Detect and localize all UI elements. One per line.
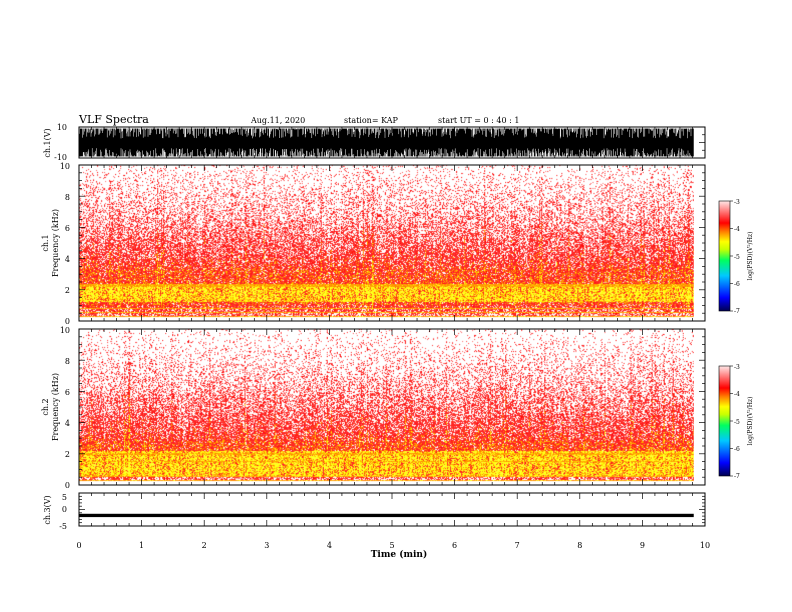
ch2-colorbar-gradient <box>718 365 731 477</box>
ch2-cbar-tick-m5: -5 <box>734 419 740 426</box>
ch1-colorbar-ticks <box>730 200 733 312</box>
time-tick-label: 7 <box>515 541 520 550</box>
time-tick-label: 8 <box>577 541 582 550</box>
ch2-colorbar-label: log(PSD)(V²/Hz) <box>747 397 754 446</box>
time-tick-label: 4 <box>327 541 332 550</box>
ch2-spectrogram-ylabel: ch.2 Frequency (kHz) <box>41 373 60 441</box>
ch2-cbar-tick-m7: -7 <box>734 473 740 480</box>
ch1-spectrogram-panel: 0 2 4 6 8 10 ch.1 Frequency (kHz) -3 -4 … <box>41 162 754 326</box>
ch3-ytick-middle: 0 <box>62 505 67 514</box>
time-tick-label: 6 <box>452 541 457 550</box>
ch1-waveform-ylabel: ch.1(V) <box>43 128 52 157</box>
start-time-label: start UT = 0 : 40 : 1 <box>438 116 519 125</box>
ch3-waveform-trace <box>79 513 694 518</box>
ch2-ylabel-frequency: Frequency (kHz) <box>51 373 60 441</box>
ch1-ytick-bottom: -10 <box>54 153 67 162</box>
ch2-ytick-0: 0 <box>65 481 70 490</box>
ch1-ytick-0: 0 <box>65 317 70 326</box>
ch2-ylabel-channel: ch.2 <box>41 398 50 415</box>
ch3-waveform-ticks <box>78 492 706 527</box>
ch1-waveform-ticks <box>78 126 706 159</box>
ch1-cbar-tick-m5: -5 <box>734 254 740 261</box>
ch1-ytick-6: 6 <box>65 224 70 233</box>
ch2-spectrogram-ticks <box>78 328 706 486</box>
ch1-cbar-tick-m6: -6 <box>734 281 740 288</box>
ch1-spectrogram-ylabel: ch.1 Frequency (kHz) <box>41 209 60 277</box>
ch1-cbar-tick-m3: -3 <box>734 199 740 206</box>
ch1-cbar-tick-m4: -4 <box>734 226 740 233</box>
ch2-frequency-tick-labels: 0 2 4 6 8 10 <box>60 326 70 490</box>
ch1-ylabel-channel: ch.1 <box>41 234 50 251</box>
time-tick-label: 5 <box>389 541 394 550</box>
ch1-frequency-tick-labels: 0 2 4 6 8 10 <box>60 162 70 326</box>
ch2-ytick-4: 4 <box>65 419 70 428</box>
ch2-ytick-2: 2 <box>65 450 70 459</box>
ch1-waveform-fill <box>79 128 694 157</box>
ch3-ytick-top: 5 <box>62 493 67 502</box>
ch1-ytick-4: 4 <box>65 255 70 264</box>
ch1-waveform-trace <box>78 128 694 157</box>
ch2-colorbar: -3 -4 -5 -6 -7 log(PSD)(V²/Hz) <box>718 364 754 480</box>
ch2-cbar-tick-m3: -3 <box>734 364 740 371</box>
ch2-spectrogram-image <box>79 329 694 485</box>
station-label: station= KAP <box>344 116 399 125</box>
ch1-waveform-panel: 10 -10 ch.1(V) <box>43 123 706 162</box>
time-axis-tick-labels: 0 1 2 3 4 5 6 7 8 9 10 <box>76 541 710 550</box>
ch2-spectrogram-panel: 0 2 4 6 8 10 ch.2 Frequency (kHz) -3 -4 … <box>41 326 754 490</box>
time-tick-label: 3 <box>264 541 269 550</box>
ch1-cbar-tick-m7: -7 <box>734 308 740 315</box>
time-tick-label: 10 <box>700 541 710 550</box>
ch3-waveform-ylabel: ch.3(V) <box>43 495 52 524</box>
ch1-ytick-8: 8 <box>65 193 70 202</box>
time-tick-label: 9 <box>640 541 645 550</box>
ch1-spectrogram-ticks <box>78 164 706 322</box>
time-tick-label: 1 <box>139 541 144 550</box>
ch2-colorbar-ticks <box>730 365 733 477</box>
ch1-spectrogram-image <box>79 165 694 321</box>
ch3-ytick-bottom: -5 <box>59 522 67 531</box>
time-tick-label: 0 <box>76 541 81 550</box>
date-label: Aug.11, 2020 <box>250 116 305 125</box>
time-tick-label: 2 <box>202 541 207 550</box>
ch2-ytick-8: 8 <box>65 357 70 366</box>
ch1-ytick-top: 10 <box>57 123 67 132</box>
figure-title: VLF Spectra <box>78 113 149 126</box>
ch3-waveform-panel: 5 0 -5 ch.3(V) <box>43 492 706 531</box>
ch1-colorbar-label: log(PSD)(V²/Hz) <box>747 232 754 281</box>
ch2-ytick-6: 6 <box>65 388 70 397</box>
ch1-ytick-2: 2 <box>65 286 70 295</box>
ch1-colorbar: -3 -4 -5 -6 -7 log(PSD)(V²/Hz) <box>718 199 754 315</box>
ch2-cbar-tick-m4: -4 <box>734 391 740 398</box>
ch1-colorbar-gradient <box>718 200 731 312</box>
ch1-ytick-10: 10 <box>60 162 70 171</box>
ch3-waveform-band <box>79 513 694 518</box>
time-axis-label: Time (min) <box>371 549 428 560</box>
ch1-ylabel-frequency: Frequency (kHz) <box>51 209 60 277</box>
ch2-ytick-10: 10 <box>60 326 70 335</box>
ch2-cbar-tick-m6: -6 <box>734 446 740 453</box>
